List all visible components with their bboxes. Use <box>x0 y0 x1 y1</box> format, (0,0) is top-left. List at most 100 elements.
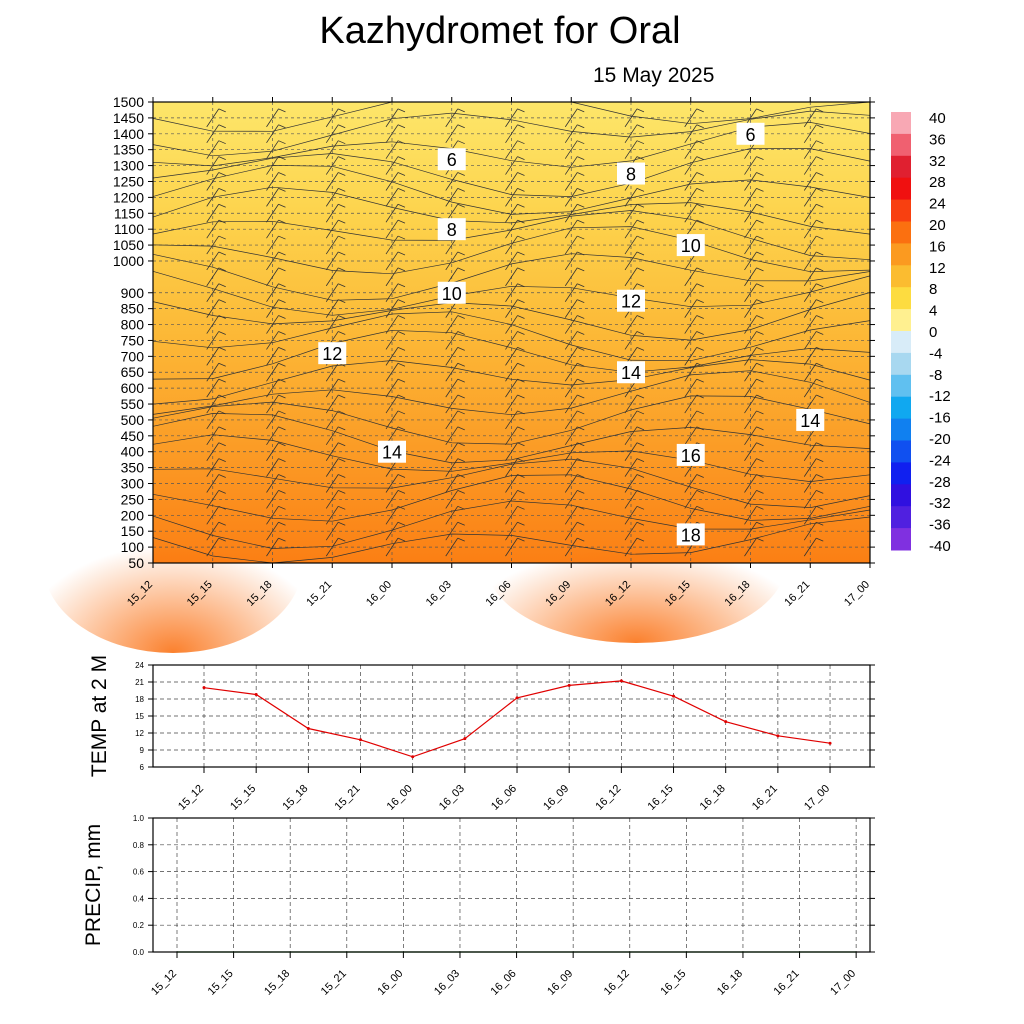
contour-label: 14 <box>617 361 645 384</box>
wind-barb <box>756 267 764 272</box>
colorbar-segment <box>891 484 911 507</box>
x-tick-label: 16_21 <box>782 579 812 609</box>
wind-barb <box>445 251 459 271</box>
wind-barb <box>684 363 698 382</box>
wind-barb <box>338 490 346 494</box>
contour-label-text: 14 <box>382 443 402 463</box>
contour-label-box <box>617 361 645 384</box>
x-tick-label: 16_15 <box>658 968 688 998</box>
wind-barb <box>803 506 817 525</box>
wind-barb <box>684 490 698 509</box>
wind-barb <box>397 108 406 113</box>
wind-barb <box>744 188 757 207</box>
wind-barb <box>278 394 286 399</box>
wind-barb <box>266 474 279 493</box>
contour-label: 10 <box>676 234 705 257</box>
wind-barb <box>803 442 817 461</box>
wind-barb <box>756 315 764 319</box>
wind-barb <box>803 347 817 366</box>
wind-barb <box>385 490 399 509</box>
x-tick-label: 16_00 <box>364 579 394 609</box>
wind-barb <box>338 172 346 176</box>
wind-barb <box>385 378 399 398</box>
wind-barb <box>338 537 346 542</box>
wind-barb <box>636 203 645 208</box>
wind-barb <box>325 156 339 175</box>
wind-barb <box>816 156 824 160</box>
colorbar-label: 4 <box>929 303 937 320</box>
wind-barb <box>385 140 399 159</box>
wind-barb <box>325 140 339 159</box>
wind-barb <box>445 426 459 446</box>
wind-barb <box>266 378 279 398</box>
contour-label-text: 14 <box>621 363 641 383</box>
wind-barb <box>517 299 525 304</box>
temp-plot-frame <box>152 664 871 768</box>
wind-barb <box>517 156 525 160</box>
wind-barb <box>517 537 525 542</box>
wind-barb <box>385 219 399 239</box>
wind-barb <box>696 140 704 145</box>
wind-barb <box>505 204 518 223</box>
wind-barb <box>756 474 764 478</box>
temp-point <box>672 694 676 698</box>
wind-barb <box>517 474 525 478</box>
wind-barb <box>803 219 817 239</box>
wind-barb <box>338 140 346 145</box>
wind-barb <box>397 505 406 510</box>
colorbar-label: 40 <box>929 110 946 127</box>
colorbar-segment <box>891 528 911 551</box>
colorbar-label: 20 <box>929 217 946 234</box>
y-tick-label: 1250 <box>113 173 144 189</box>
wind-barb <box>816 140 824 145</box>
temp-point <box>254 692 258 696</box>
wind-barb <box>577 346 585 351</box>
wind-barb <box>564 363 578 382</box>
wind-barb <box>816 315 824 319</box>
wind-barb <box>803 363 817 382</box>
wind-barb <box>338 394 346 399</box>
wind-barb <box>397 203 406 208</box>
wind-barb <box>684 315 698 334</box>
wind-barb <box>624 506 638 525</box>
wind-barb <box>756 251 764 256</box>
wind-barb <box>397 251 406 256</box>
wind-barb <box>756 442 764 447</box>
wind-barb <box>266 140 279 159</box>
y-tick-label: 9 <box>140 746 145 755</box>
wind-barb <box>338 235 346 240</box>
wind-barb <box>445 410 459 430</box>
wind-barb <box>397 346 406 351</box>
y-tick-label: 1150 <box>114 205 144 221</box>
wind-barb <box>385 188 399 207</box>
colorbar-label: -20 <box>929 431 951 448</box>
wind-barb <box>803 204 817 223</box>
wind-barb <box>744 204 757 223</box>
wind-barb <box>206 108 220 128</box>
wind-barb <box>744 347 757 366</box>
wind-barb <box>445 347 459 366</box>
wind-barb <box>206 172 220 191</box>
wind-barb <box>816 458 824 462</box>
wind-barb <box>756 426 764 431</box>
wind-barb <box>577 124 585 129</box>
wind-barb <box>206 378 220 398</box>
colorbar-segment <box>891 199 911 222</box>
wind-barb <box>457 346 465 351</box>
wind-barb <box>505 267 518 287</box>
colorbar-label: 0 <box>929 324 937 341</box>
wind-barb <box>278 490 286 494</box>
wind-barb <box>696 331 704 335</box>
wind-barb <box>325 283 339 302</box>
wind-barb <box>338 410 346 415</box>
wind-barb <box>218 108 226 113</box>
wind-barb <box>803 315 817 334</box>
wind-barb <box>564 204 578 223</box>
wind-barb <box>624 267 638 287</box>
chart-title: Kazhydromet for Oral <box>319 10 681 52</box>
wind-barb <box>266 188 279 207</box>
wind-barb <box>684 506 698 525</box>
wind-barb <box>397 188 406 192</box>
wind-barb <box>564 521 578 541</box>
wind-barb <box>278 505 286 510</box>
